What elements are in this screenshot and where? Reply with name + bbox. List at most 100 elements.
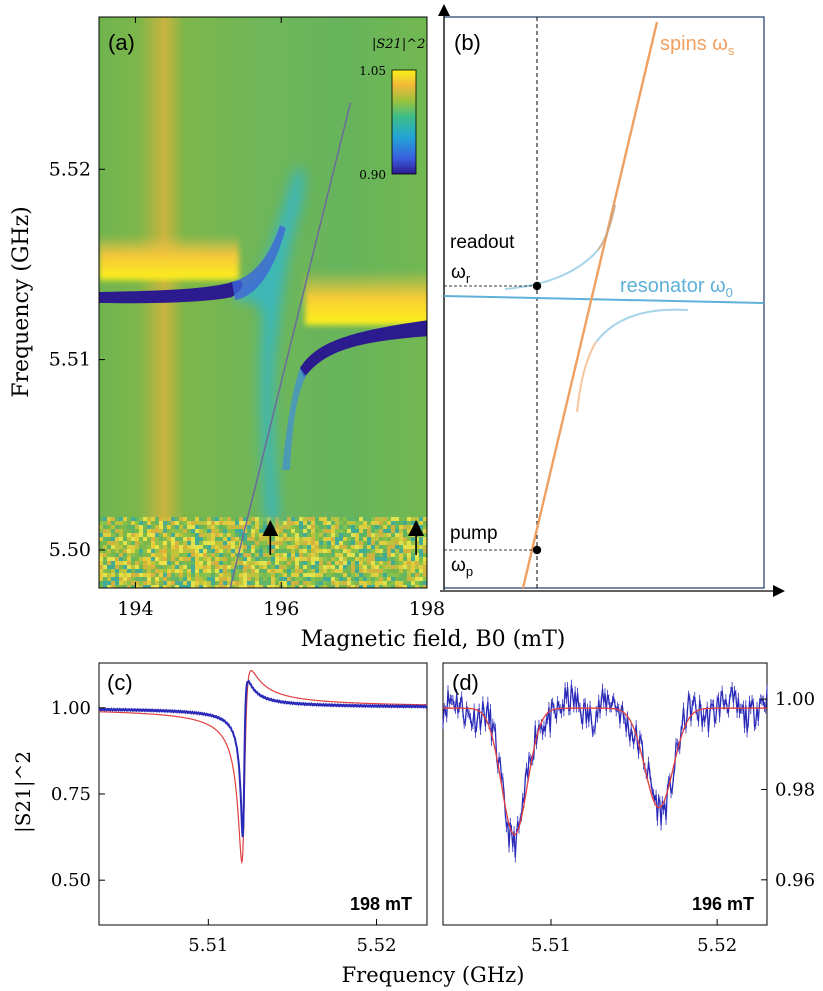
noise-pixel bbox=[199, 569, 203, 573]
panel-c-label: (c) bbox=[107, 670, 133, 695]
noise-pixel bbox=[187, 525, 191, 529]
noise-pixel bbox=[107, 529, 111, 533]
lower-branch-glow bbox=[305, 270, 427, 325]
noise-pixel bbox=[267, 585, 271, 588]
noise-pixel bbox=[179, 541, 183, 545]
noise-pixel bbox=[179, 573, 183, 577]
noise-pixel bbox=[195, 565, 199, 569]
noise-pixel bbox=[247, 533, 251, 537]
noise-pixel bbox=[395, 537, 399, 541]
noise-pixel bbox=[415, 581, 419, 585]
noise-pixel bbox=[399, 557, 403, 561]
noise-pixel bbox=[191, 517, 195, 521]
noise-pixel bbox=[171, 521, 175, 525]
noise-pixel bbox=[167, 545, 171, 549]
noise-pixel bbox=[191, 581, 195, 585]
noise-pixel bbox=[395, 573, 399, 577]
noise-pixel bbox=[207, 549, 211, 553]
noise-pixel bbox=[107, 517, 111, 521]
noise-pixel bbox=[295, 517, 299, 521]
noise-pixel bbox=[367, 573, 371, 577]
noise-pixel bbox=[143, 517, 147, 521]
noise-pixel bbox=[111, 537, 115, 541]
noise-pixel bbox=[227, 553, 231, 557]
noise-pixel bbox=[407, 561, 411, 565]
noise-pixel bbox=[391, 581, 395, 585]
noise-pixel bbox=[183, 533, 187, 537]
noise-pixel bbox=[299, 529, 303, 533]
noise-pixel bbox=[423, 561, 427, 565]
noise-pixel bbox=[179, 585, 183, 588]
noise-pixel bbox=[127, 525, 131, 529]
noise-pixel bbox=[259, 541, 263, 545]
noise-pixel bbox=[319, 533, 323, 537]
noise-pixel bbox=[215, 537, 219, 541]
noise-pixel bbox=[227, 561, 231, 565]
noise-pixel bbox=[331, 545, 335, 549]
noise-pixel bbox=[383, 529, 387, 533]
noise-pixel bbox=[159, 529, 163, 533]
noise-pixel bbox=[255, 561, 259, 565]
noise-pixel bbox=[231, 545, 235, 549]
noise-pixel bbox=[119, 585, 123, 588]
noise-pixel bbox=[163, 517, 167, 521]
noise-pixel bbox=[355, 525, 359, 529]
noise-pixel bbox=[235, 553, 239, 557]
noise-pixel bbox=[343, 581, 347, 585]
noise-pixel bbox=[215, 569, 219, 573]
noise-pixel bbox=[339, 537, 343, 541]
noise-pixel bbox=[159, 585, 163, 588]
noise-pixel bbox=[311, 529, 315, 533]
noise-pixel bbox=[307, 545, 311, 549]
noise-pixel bbox=[147, 549, 151, 553]
noise-pixel bbox=[351, 573, 355, 577]
noise-pixel bbox=[291, 525, 295, 529]
noise-pixel bbox=[251, 537, 255, 541]
noise-pixel bbox=[387, 517, 391, 521]
noise-pixel bbox=[195, 533, 199, 537]
noise-pixel bbox=[219, 569, 223, 573]
noise-pixel bbox=[123, 529, 127, 533]
noise-pixel bbox=[299, 533, 303, 537]
noise-pixel bbox=[207, 573, 211, 577]
noise-pixel bbox=[231, 561, 235, 565]
noise-pixel bbox=[367, 561, 371, 565]
noise-pixel bbox=[179, 517, 183, 521]
noise-pixel bbox=[167, 565, 171, 569]
noise-pixel bbox=[127, 553, 131, 557]
noise-pixel bbox=[223, 561, 227, 565]
noise-pixel bbox=[387, 525, 391, 529]
noise-pixel bbox=[355, 545, 359, 549]
noise-pixel bbox=[259, 533, 263, 537]
noise-pixel bbox=[135, 529, 139, 533]
noise-pixel bbox=[111, 585, 115, 588]
noise-pixel bbox=[103, 521, 107, 525]
noise-pixel bbox=[111, 517, 115, 521]
noise-pixel bbox=[215, 521, 219, 525]
noise-pixel bbox=[155, 517, 159, 521]
noise-pixel bbox=[383, 541, 387, 545]
noise-pixel bbox=[307, 561, 311, 565]
noise-pixel bbox=[259, 569, 263, 573]
noise-pixel bbox=[287, 569, 291, 573]
noise-pixel bbox=[307, 537, 311, 541]
panel-d-xtick-label: 5.52 bbox=[697, 935, 737, 956]
noise-pixel bbox=[111, 581, 115, 585]
noise-pixel bbox=[127, 561, 131, 565]
noise-pixel bbox=[151, 517, 155, 521]
noise-pixel bbox=[299, 561, 303, 565]
noise-pixel bbox=[131, 549, 135, 553]
noise-pixel bbox=[183, 565, 187, 569]
noise-pixel bbox=[347, 577, 351, 581]
noise-pixel bbox=[399, 541, 403, 545]
noise-pixel bbox=[107, 549, 111, 553]
noise-pixel bbox=[423, 553, 427, 557]
noise-pixel bbox=[159, 573, 163, 577]
noise-pixel bbox=[195, 561, 199, 565]
noise-pixel bbox=[259, 529, 263, 533]
noise-pixel bbox=[223, 585, 227, 588]
noise-pixel bbox=[411, 537, 415, 541]
noise-pixel bbox=[387, 573, 391, 577]
noise-pixel bbox=[339, 581, 343, 585]
noise-pixel bbox=[379, 533, 383, 537]
